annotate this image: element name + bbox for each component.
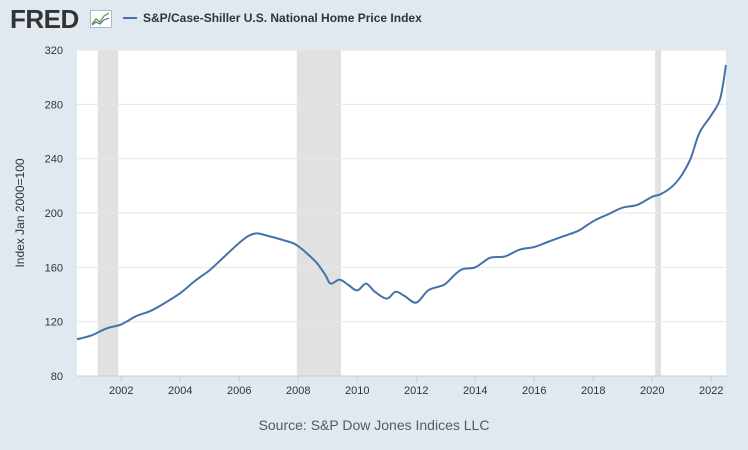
y-tick-label: 120: [45, 317, 63, 329]
y-axis-label: Index Jan 2000=100: [13, 158, 27, 267]
series-line: [76, 64, 727, 341]
x-tick-label: 2020: [640, 385, 664, 397]
x-tick-label: 2008: [286, 385, 310, 397]
y-tick-label: 280: [45, 99, 63, 111]
y-tick-label: 200: [45, 208, 63, 220]
x-axis: 2002 2004 2006 2008 2010 2012 2014 2016 2018 2020…: [77, 375, 726, 397]
y-tick-label: 320: [45, 45, 63, 57]
y-tick-label: 160: [45, 262, 63, 274]
x-tick-label: 2004: [168, 385, 192, 397]
x-tick-label: 2012: [404, 385, 428, 397]
y-axis: 80 120 160 200 240 280 320: [45, 45, 63, 383]
x-tick-label: 2006: [227, 385, 251, 397]
legend: S&P/Case-Shiller U.S. National Home Pric…: [123, 11, 422, 25]
x-tick-label: 2016: [522, 385, 546, 397]
header: FRED S&P/Case-Shiller U.S. National Home…: [0, 0, 748, 40]
legend-line-icon: [123, 17, 137, 19]
chart: 80 120 160 200 240 280 320 2002 2004 2006 2008 201…: [13, 45, 727, 397]
x-tick-label: 2010: [345, 385, 369, 397]
y-tick-label: 80: [51, 371, 63, 383]
x-tick-label: 2022: [699, 385, 723, 397]
x-tick-label: 2018: [581, 385, 605, 397]
source-note: Source: S&P Dow Jones Indices LLC: [258, 417, 490, 433]
y-tick-label: 240: [45, 154, 63, 166]
x-tick-label: 2014: [463, 385, 487, 397]
x-tick-label: 2002: [109, 385, 133, 397]
legend-label: S&P/Case-Shiller U.S. National Home Pric…: [143, 11, 422, 25]
fred-chart-icon: [90, 10, 112, 28]
fred-logo[interactable]: FRED: [10, 4, 79, 34]
